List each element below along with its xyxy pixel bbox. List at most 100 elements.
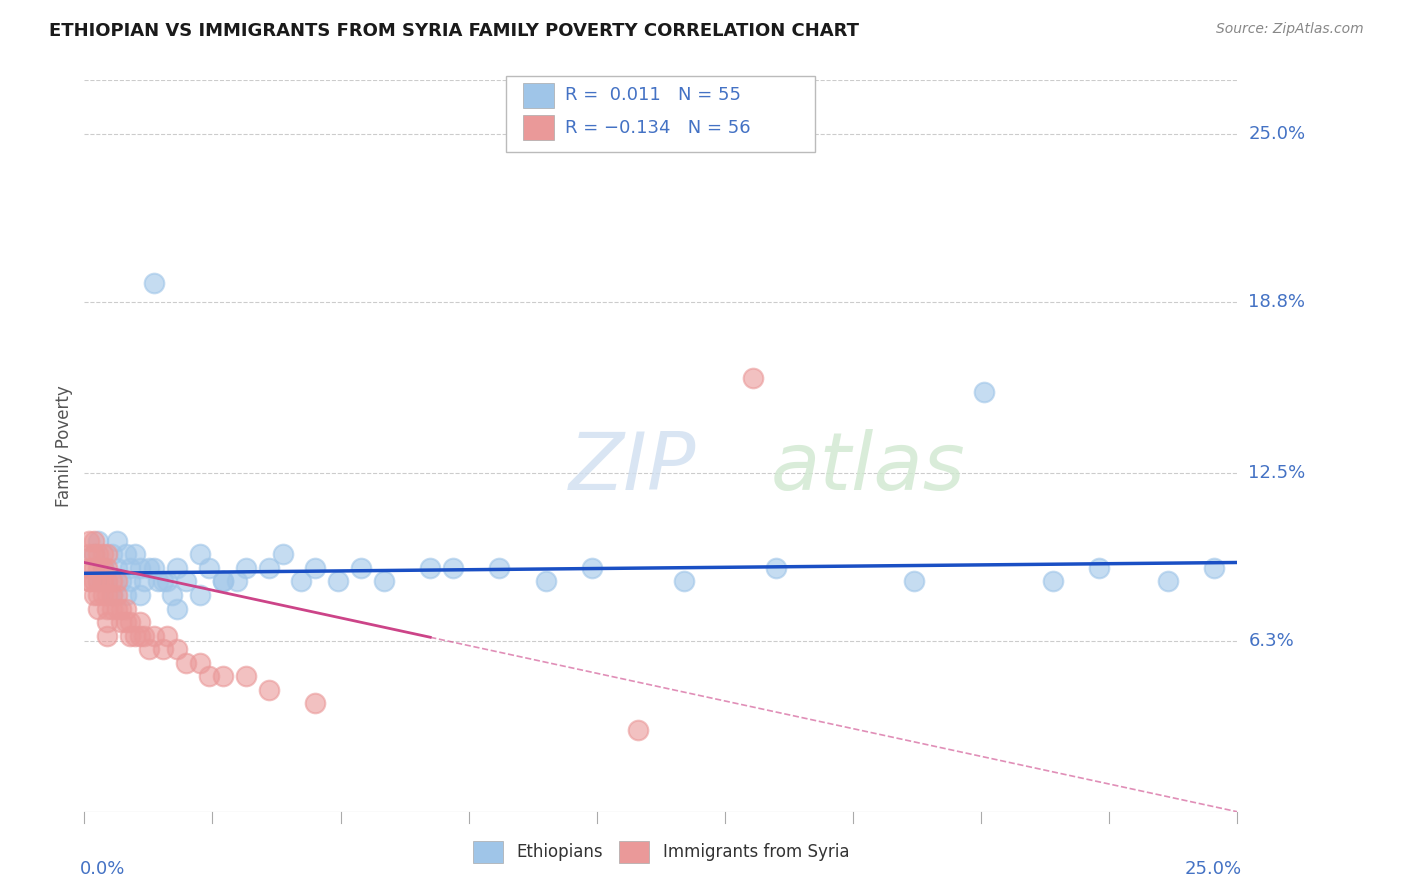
Point xyxy=(128,561,150,575)
Text: Source: ZipAtlas.com: Source: ZipAtlas.com xyxy=(1216,22,1364,37)
Text: 25.0%: 25.0% xyxy=(1185,861,1241,879)
Point xyxy=(211,574,233,589)
Point xyxy=(973,384,995,399)
Point xyxy=(115,601,138,615)
Point xyxy=(142,277,165,291)
Point xyxy=(134,574,156,589)
Point xyxy=(166,642,188,657)
Point xyxy=(211,669,233,683)
Point xyxy=(91,561,114,575)
Point xyxy=(160,588,183,602)
Point xyxy=(174,574,197,589)
Point xyxy=(441,561,464,575)
Point xyxy=(326,574,349,589)
Point xyxy=(672,574,695,589)
Point xyxy=(271,547,294,561)
Point xyxy=(128,629,150,643)
Point xyxy=(188,588,211,602)
Point xyxy=(235,669,257,683)
Point xyxy=(146,574,169,589)
Text: R = −0.134   N = 56: R = −0.134 N = 56 xyxy=(565,119,751,136)
Point xyxy=(419,561,441,575)
Point xyxy=(174,656,197,670)
Point xyxy=(96,574,118,589)
Point xyxy=(124,629,146,643)
Point xyxy=(350,561,373,575)
Point xyxy=(627,723,650,738)
Point xyxy=(91,547,114,561)
Text: 6.3%: 6.3% xyxy=(1249,632,1294,650)
Point xyxy=(77,574,100,589)
Point xyxy=(96,629,118,643)
Point xyxy=(83,533,105,548)
Point xyxy=(77,547,100,561)
Point xyxy=(1157,574,1180,589)
Point xyxy=(77,561,100,575)
Text: atlas: atlas xyxy=(770,429,965,507)
Point xyxy=(115,547,138,561)
Point xyxy=(765,561,787,575)
Point xyxy=(101,601,124,615)
Point xyxy=(83,547,105,561)
Point xyxy=(105,574,128,589)
Point xyxy=(110,601,132,615)
Point xyxy=(87,533,110,548)
Point xyxy=(124,547,146,561)
Point xyxy=(1088,561,1111,575)
Legend: Ethiopians, Immigrants from Syria: Ethiopians, Immigrants from Syria xyxy=(465,835,856,869)
Point xyxy=(91,574,114,589)
Point xyxy=(83,561,105,575)
Point xyxy=(138,561,160,575)
Point xyxy=(101,574,124,589)
Point xyxy=(257,682,280,697)
Point xyxy=(225,574,247,589)
Point xyxy=(166,561,188,575)
Point xyxy=(87,547,110,561)
Point xyxy=(211,574,233,589)
Point xyxy=(120,629,142,643)
Point xyxy=(115,588,138,602)
Point xyxy=(534,574,557,589)
Point xyxy=(77,574,100,589)
Point xyxy=(105,601,128,615)
Point xyxy=(142,561,165,575)
Point xyxy=(115,615,138,629)
Point xyxy=(198,561,221,575)
Point xyxy=(373,574,395,589)
Text: 25.0%: 25.0% xyxy=(1249,126,1306,144)
Point xyxy=(96,615,118,629)
Point xyxy=(188,547,211,561)
Y-axis label: Family Poverty: Family Poverty xyxy=(55,385,73,507)
Point xyxy=(101,588,124,602)
Point xyxy=(156,629,179,643)
Point xyxy=(105,561,128,575)
Point xyxy=(87,574,110,589)
Point xyxy=(105,588,128,602)
Point xyxy=(77,533,100,548)
Point xyxy=(488,561,510,575)
Point xyxy=(87,601,110,615)
Point xyxy=(87,574,110,589)
Point xyxy=(235,561,257,575)
Point xyxy=(128,615,150,629)
Point xyxy=(101,588,124,602)
Point xyxy=(87,561,110,575)
Point xyxy=(198,669,221,683)
Text: ZIP: ZIP xyxy=(568,429,696,507)
Point xyxy=(742,371,765,385)
Point xyxy=(87,588,110,602)
Point xyxy=(581,561,603,575)
Point xyxy=(96,561,118,575)
Point xyxy=(105,533,128,548)
Point xyxy=(138,642,160,657)
Point xyxy=(96,601,118,615)
Point xyxy=(120,561,142,575)
Point xyxy=(96,574,118,589)
Point xyxy=(96,588,118,602)
Point xyxy=(290,574,312,589)
Point xyxy=(156,574,179,589)
Point xyxy=(120,615,142,629)
Point xyxy=(152,574,174,589)
Point xyxy=(1204,561,1226,575)
Point xyxy=(188,656,211,670)
